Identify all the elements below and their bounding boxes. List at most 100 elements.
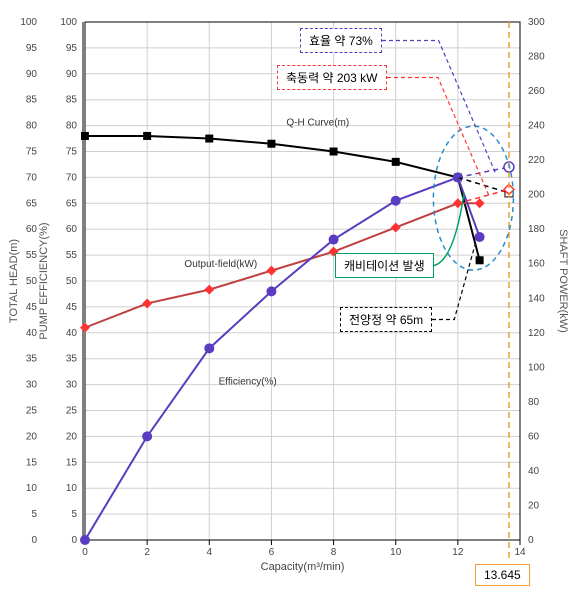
y-head-tick-label: 85 xyxy=(26,95,38,106)
y-pow-tick-label: 300 xyxy=(528,17,545,28)
y-eff-tick-label: 15 xyxy=(66,457,78,468)
y-pow-tick-label: 20 xyxy=(528,500,540,511)
y-head-tick-label: 35 xyxy=(26,354,38,365)
y-eff-tick-label: 35 xyxy=(66,354,78,365)
series-head-marker xyxy=(476,256,484,264)
x-tick-label: 0 xyxy=(82,547,88,558)
series-eff-label: Efficiency(%) xyxy=(219,377,277,388)
y-eff-tick-label: 60 xyxy=(66,224,78,235)
y-head-tick-label: 5 xyxy=(31,509,37,520)
y-pow-tick-label: 40 xyxy=(528,466,540,477)
y-pow-tick-label: 60 xyxy=(528,431,540,442)
series-head-marker xyxy=(205,135,213,143)
y-eff-tick-label: 70 xyxy=(66,172,78,183)
y-head-tick-label: 10 xyxy=(26,483,38,494)
series-eff-marker xyxy=(142,431,152,441)
ext-eff-line xyxy=(458,167,509,177)
series-power-marker xyxy=(475,198,485,208)
series-power-marker xyxy=(204,285,214,295)
y-eff-tick-label: 0 xyxy=(71,535,77,546)
series-eff-marker xyxy=(80,535,90,545)
series-eff-marker xyxy=(391,196,401,206)
y-eff-axis-title: PUMP EFFICIENCY(%) xyxy=(38,222,50,339)
y-eff-tick-label: 50 xyxy=(66,276,78,287)
x-tick-label: 8 xyxy=(331,547,337,558)
leader-line xyxy=(382,41,495,173)
y-pow-tick-label: 180 xyxy=(528,224,545,235)
annotation-vline-value-box: 13.645 xyxy=(475,564,530,586)
y-eff-tick-label: 10 xyxy=(66,483,78,494)
x-tick-label: 10 xyxy=(390,547,402,558)
series-head-marker xyxy=(143,132,151,140)
y-eff-tick-label: 25 xyxy=(66,406,78,417)
y-pow-tick-label: 200 xyxy=(528,190,545,201)
y-eff-tick-label: 75 xyxy=(66,147,78,158)
y-pow-tick-label: 160 xyxy=(528,259,545,270)
leader-line xyxy=(432,240,477,320)
y-pow-tick-label: 240 xyxy=(528,121,545,132)
y-pow-tick-label: 140 xyxy=(528,293,545,304)
annotation-cavitation-box: 캐비테이션 발생 xyxy=(335,253,434,278)
series-eff-marker xyxy=(475,232,485,242)
series-power-marker xyxy=(80,323,90,333)
series-head-label: Q-H Curve(m) xyxy=(286,118,349,129)
y-eff-tick-label: 85 xyxy=(66,95,78,106)
y-head-tick-label: 60 xyxy=(26,224,38,235)
y-head-tick-label: 70 xyxy=(26,172,38,183)
series-power-marker xyxy=(391,222,401,232)
y-eff-tick-label: 80 xyxy=(66,121,78,132)
annotation-head-box: 전양정 약 65m xyxy=(340,307,432,332)
y-head-tick-label: 95 xyxy=(26,43,38,54)
y-eff-tick-label: 95 xyxy=(66,43,78,54)
y-head-tick-label: 30 xyxy=(26,380,38,391)
y-pow-tick-label: 260 xyxy=(528,86,545,97)
y-head-tick-label: 15 xyxy=(26,457,38,468)
y-head-tick-label: 40 xyxy=(26,328,38,339)
y-head-tick-label: 25 xyxy=(26,406,38,417)
series-head-marker xyxy=(81,132,89,140)
x-tick-label: 14 xyxy=(514,547,526,558)
y-eff-tick-label: 90 xyxy=(66,69,78,80)
ext-head-line xyxy=(458,177,509,193)
y-head-tick-label: 0 xyxy=(31,535,37,546)
annotation-efficiency-box: 효율 약 73% xyxy=(300,28,382,53)
y-head-tick-label: 45 xyxy=(26,302,38,313)
y-eff-tick-label: 20 xyxy=(66,431,78,442)
y-head-tick-label: 90 xyxy=(26,69,38,80)
y-pow-tick-label: 220 xyxy=(528,155,545,166)
series-head-line xyxy=(85,136,480,260)
y-pow-tick-label: 100 xyxy=(528,362,545,373)
y-eff-tick-label: 45 xyxy=(66,302,78,313)
x-tick-label: 4 xyxy=(207,547,213,558)
y-eff-tick-label: 40 xyxy=(66,328,78,339)
y-eff-tick-label: 55 xyxy=(66,250,78,261)
y-pow-axis-title: SHAFT POWER(kW) xyxy=(557,229,569,333)
series-head-marker xyxy=(330,148,338,156)
y-pow-tick-label: 280 xyxy=(528,52,545,63)
y-head-tick-label: 50 xyxy=(26,276,38,287)
series-eff-marker xyxy=(266,286,276,296)
y-head-tick-label: 55 xyxy=(26,250,38,261)
annotation-power-box: 축동력 약 203 kW xyxy=(277,65,387,90)
y-head-tick-label: 20 xyxy=(26,431,38,442)
y-eff-tick-label: 65 xyxy=(66,198,78,209)
series-head-marker xyxy=(267,140,275,148)
x-tick-label: 6 xyxy=(269,547,275,558)
series-power-label: Output-field(kW) xyxy=(184,259,257,270)
y-head-tick-label: 75 xyxy=(26,147,38,158)
series-eff-marker xyxy=(329,235,339,245)
x-tick-label: 2 xyxy=(144,547,150,558)
x-tick-label: 12 xyxy=(452,547,464,558)
y-head-axis-title: TOTAL HEAD(m) xyxy=(8,239,20,323)
y-pow-tick-label: 80 xyxy=(528,397,540,408)
y-eff-tick-label: 30 xyxy=(66,380,78,391)
y-head-tick-label: 65 xyxy=(26,198,38,209)
x-axis-title: Capacity(m³/min) xyxy=(261,561,345,573)
y-pow-tick-label: 0 xyxy=(528,535,534,546)
series-eff-marker xyxy=(204,343,214,353)
y-eff-tick-label: 100 xyxy=(60,17,77,28)
y-pow-tick-label: 120 xyxy=(528,328,545,339)
cavitation-ellipse xyxy=(433,126,513,270)
series-head-marker xyxy=(392,158,400,166)
y-eff-tick-label: 5 xyxy=(71,509,77,520)
